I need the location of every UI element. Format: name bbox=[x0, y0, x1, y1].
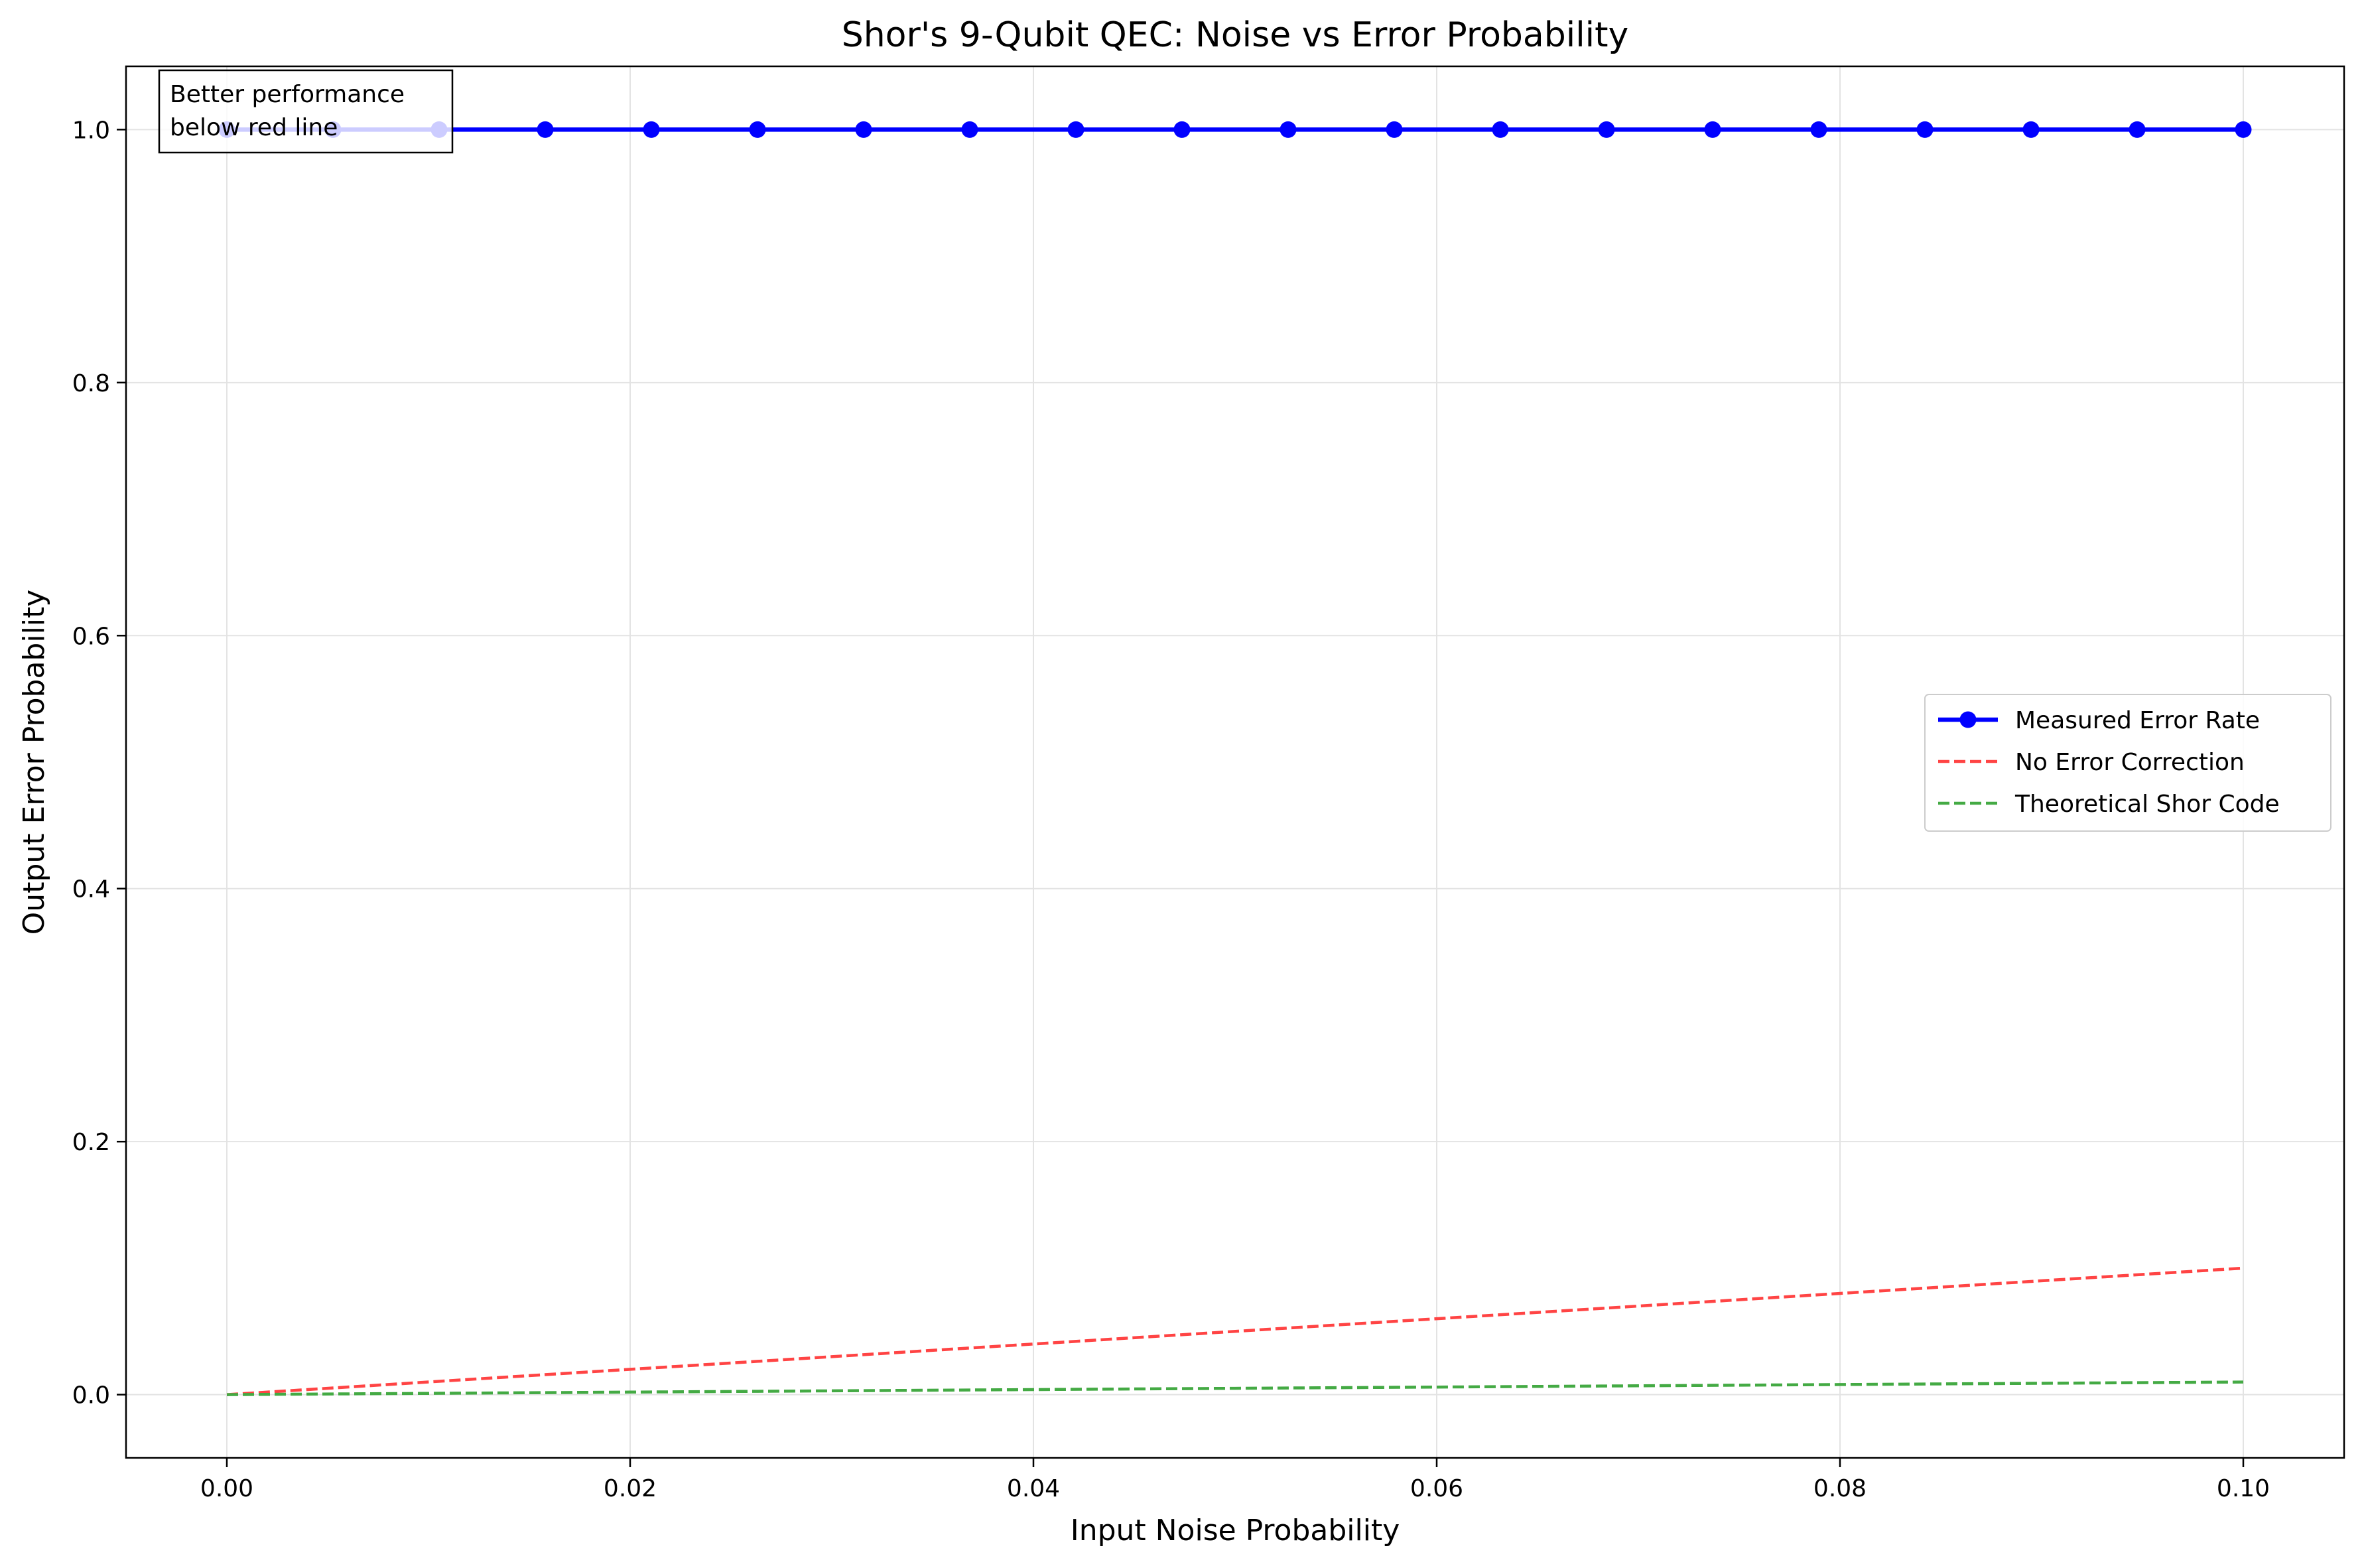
legend-entry-2: No Error Correction bbox=[2015, 749, 2245, 776]
data-point-marker bbox=[1916, 121, 1934, 138]
plot-area-frame bbox=[125, 65, 2345, 1459]
data-point-marker bbox=[1598, 121, 1615, 138]
data-point-marker bbox=[1280, 121, 1297, 138]
annotation-text-line: Better performance bbox=[170, 81, 405, 108]
axis-ticks: 0.00 0.02 0.04 0.06 0.08 0.10 0.0 0.2 0.4 0.6 0.8 1… bbox=[72, 117, 2270, 1502]
data-point-marker bbox=[749, 121, 766, 138]
y-tick-label: 1.0 bbox=[72, 117, 110, 144]
data-point-marker bbox=[643, 121, 660, 138]
data-point-marker bbox=[1067, 121, 1084, 138]
data-point-marker bbox=[1704, 121, 1721, 138]
legend-entry-1: Measured Error Rate bbox=[2015, 707, 2260, 734]
data-point-marker bbox=[2022, 121, 2040, 138]
y-tick-label: 0.4 bbox=[72, 876, 110, 903]
legend-entry-3: Theoretical Shor Code bbox=[2014, 791, 2280, 818]
x-tick-label: 0.06 bbox=[1410, 1475, 1463, 1502]
chart-title: Shor's 9-Qubit QEC: Noise vs Error Proba… bbox=[842, 15, 1629, 55]
annotation-box: Better performance below red line bbox=[158, 69, 454, 154]
x-tick-label: 0.04 bbox=[1007, 1475, 1060, 1502]
y-tick-label: 0.2 bbox=[72, 1129, 110, 1156]
legend-frame bbox=[1924, 694, 2331, 832]
annotation-frame bbox=[158, 69, 454, 154]
data-point-marker bbox=[1173, 121, 1191, 138]
x-tick-label: 0.00 bbox=[200, 1475, 253, 1502]
y-tick-label: 0.8 bbox=[72, 370, 110, 397]
x-tick-label: 0.08 bbox=[1813, 1475, 1867, 1502]
x-tick-label: 0.02 bbox=[604, 1475, 657, 1502]
data-point-marker bbox=[2129, 121, 2146, 138]
series-line-3 bbox=[226, 1380, 2244, 1396]
legend: Measured Error Rate No Error Correction Th… bbox=[1924, 694, 2331, 832]
data-point-marker bbox=[537, 121, 554, 138]
y-axis-label: Output Error Probability bbox=[17, 590, 51, 935]
series-line-2 bbox=[226, 1266, 2244, 1396]
data-point-marker bbox=[1492, 121, 1509, 138]
data-point-marker bbox=[1810, 121, 1827, 138]
data-point-marker bbox=[855, 121, 872, 138]
x-axis-label: Input Noise Probability bbox=[1071, 1514, 1400, 1547]
y-tick-label: 0.0 bbox=[72, 1382, 110, 1409]
data-point-marker bbox=[2235, 121, 2252, 138]
data-point-marker bbox=[961, 121, 978, 138]
legend-marker bbox=[1959, 711, 1977, 728]
series-layer bbox=[218, 121, 2252, 1396]
data-point-marker bbox=[1386, 121, 1403, 138]
annotation-text-line: below red line bbox=[170, 114, 338, 141]
y-tick-label: 0.6 bbox=[72, 623, 110, 650]
x-tick-label: 0.10 bbox=[2217, 1475, 2270, 1502]
